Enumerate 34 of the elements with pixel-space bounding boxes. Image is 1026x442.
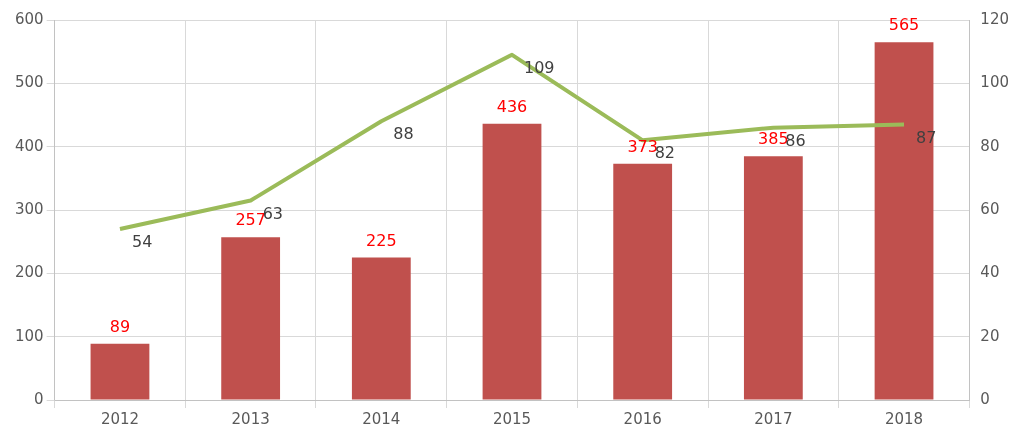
data-label: 54 — [131, 232, 153, 252]
x-tick-label: 2014 — [362, 409, 401, 428]
x-tick-label: 2017 — [754, 409, 793, 428]
y-tick-label: 400 — [14, 136, 44, 155]
y-tick-label: 200 — [14, 263, 44, 282]
x-tick-label: 2013 — [231, 409, 270, 428]
data-label: 565 — [888, 15, 920, 35]
x-tick-label: 2016 — [623, 409, 662, 428]
data-label: 88 — [393, 124, 414, 144]
bar — [351, 257, 411, 400]
x-tick-label: 2015 — [492, 409, 532, 428]
bar — [482, 123, 542, 400]
y2-tick-label: 80 — [980, 136, 1000, 155]
y-tick-label: 600 — [14, 9, 44, 28]
y-tick-label: 100 — [14, 326, 44, 345]
y2-tick-label: 120 — [980, 9, 1010, 28]
y-tick-label: 500 — [14, 73, 44, 92]
y2-tick-label: 40 — [980, 263, 1000, 282]
bar — [221, 237, 281, 400]
y2-tick-label: 0 — [980, 389, 990, 408]
bar — [613, 163, 673, 400]
bar — [874, 42, 934, 400]
y2-tick-label: 20 — [980, 326, 1000, 345]
data-label: 436 — [496, 97, 528, 117]
x-tick-label: 2012 — [100, 409, 140, 428]
y2-tick-label: 60 — [980, 199, 1000, 218]
bar — [90, 343, 150, 400]
y-tick-label: 300 — [14, 199, 44, 218]
data-label: 89 — [109, 316, 131, 336]
x-tick-label: 2018 — [884, 409, 924, 428]
bar — [743, 156, 803, 400]
data-label: 225 — [366, 230, 397, 250]
y-tick-label: 0 — [34, 389, 44, 408]
y2-tick-label: 100 — [980, 73, 1010, 92]
